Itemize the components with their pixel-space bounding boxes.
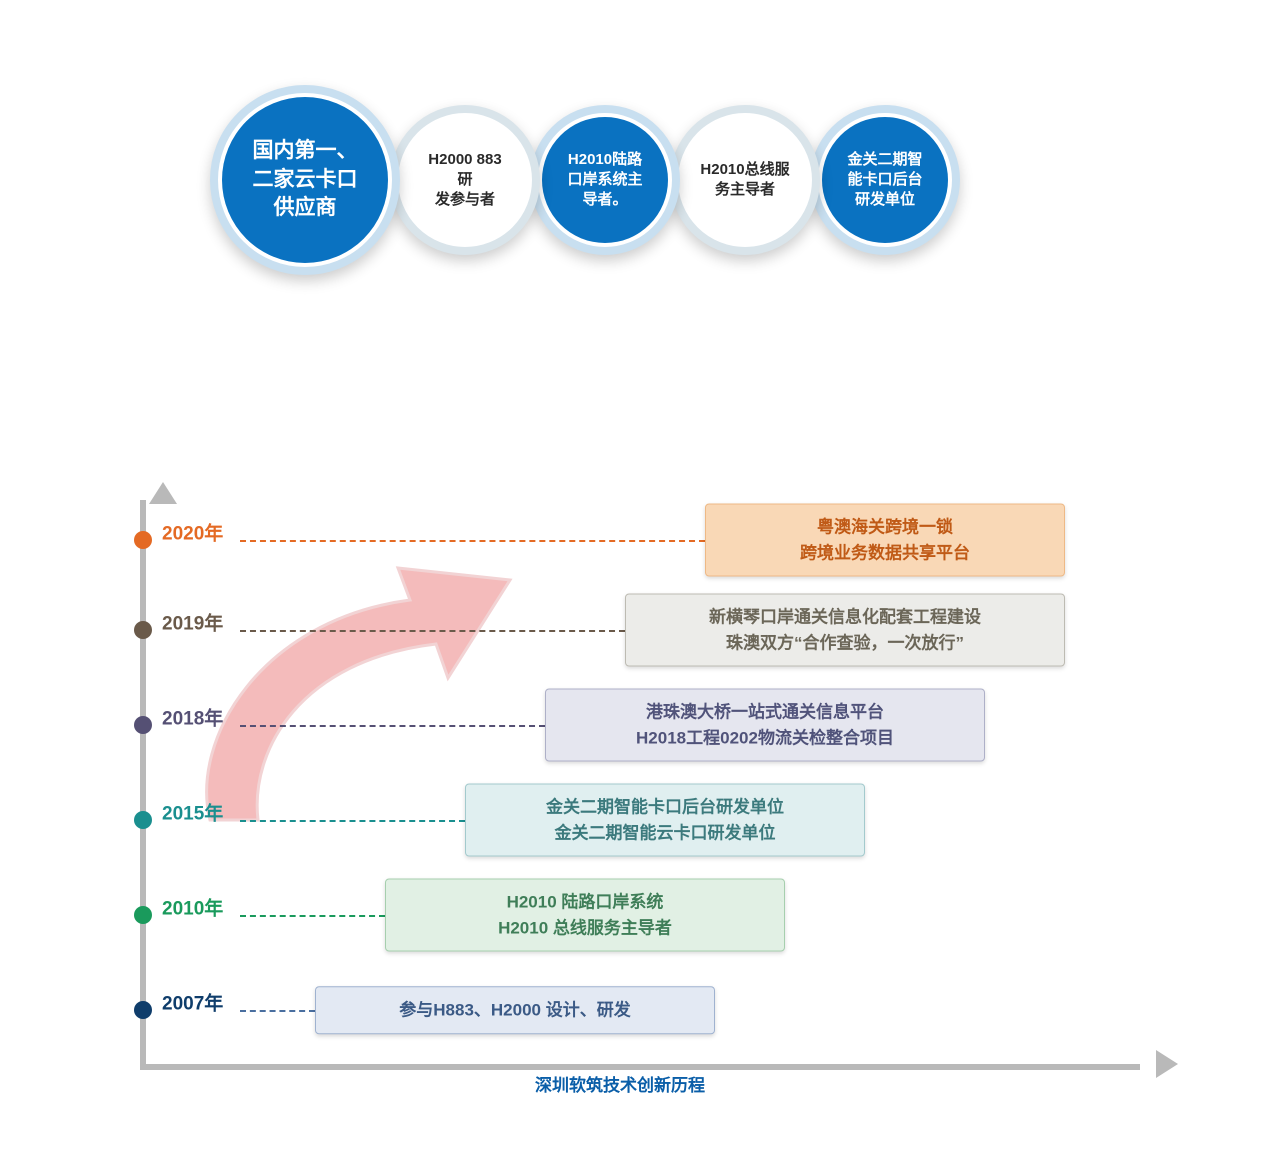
badge-0: 国内第一、 二家云卡口 供应商 — [210, 85, 400, 275]
badge-row: 国内第一、 二家云卡口 供应商 H2000 883 研 发参与者 H2010陆路… — [210, 85, 950, 275]
timeline-row-2015: 2015年 金关二期智能卡口后台研发单位 金关二期智能云卡口研发单位 — [120, 785, 1160, 855]
x-axis-arrow-icon — [1156, 1050, 1178, 1078]
y-axis-arrow-icon — [149, 482, 177, 504]
dot-2007 — [134, 1001, 152, 1019]
x-axis — [140, 1064, 1140, 1070]
card-2010: H2010 陆路口岸系统 H2010 总线服务主导者 — [385, 879, 785, 952]
card-2019: 新横琴口岸通关信息化配套工程建设 珠澳双方“合作查验，一次放行” — [625, 594, 1065, 667]
card-2007: 参与H883、H2000 设计、研发 — [315, 986, 715, 1034]
badge-2: H2010陆路 口岸系统主 导者。 — [530, 105, 680, 255]
badge-1-inner: H2000 883 研 发参与者 — [402, 117, 528, 243]
dot-2015 — [134, 811, 152, 829]
badge-2-text: H2010陆路 口岸系统主 导者。 — [567, 150, 642, 211]
timeline-row-2010: 2010年 H2010 陆路口岸系统 H2010 总线服务主导者 — [120, 880, 1160, 950]
timeline-row-2007: 2007年 参与H883、H2000 设计、研发 — [120, 975, 1160, 1045]
timeline: 深圳软筑技术创新历程 2007年 参与H883、H2000 设计、研发 2010… — [120, 480, 1160, 1100]
card-2015: 金关二期智能卡口后台研发单位 金关二期智能云卡口研发单位 — [465, 784, 865, 857]
year-2020: 2020年 — [162, 518, 223, 545]
x-axis-label: 深圳软筑技术创新历程 — [120, 1071, 1120, 1096]
badge-2-inner: H2010陆路 口岸系统主 导者。 — [542, 117, 668, 243]
timeline-row-2020: 2020年 粤澳海关跨境一锁 跨境业务数据共享平台 — [120, 505, 1160, 575]
dot-2020 — [134, 531, 152, 549]
badge-3: H2010总线服 务主导者 — [670, 105, 820, 255]
badge-4-text: 金关二期智 能卡口后台 研发单位 — [847, 150, 922, 211]
dot-2018 — [134, 716, 152, 734]
dash-2015 — [240, 820, 465, 822]
year-2015: 2015年 — [162, 798, 223, 825]
dash-2007 — [240, 1010, 315, 1012]
badge-1: H2000 883 研 发参与者 — [390, 105, 540, 255]
year-2010: 2010年 — [162, 893, 223, 920]
dash-2010 — [240, 915, 385, 917]
timeline-row-2019: 2019年 新横琴口岸通关信息化配套工程建设 珠澳双方“合作查验，一次放行” — [120, 595, 1160, 665]
year-2018: 2018年 — [162, 703, 223, 730]
card-2018: 港珠澳大桥一站式通关信息平台 H2018工程0202物流关检整合项目 — [545, 689, 985, 762]
dash-2019 — [240, 630, 625, 632]
badge-4: 金关二期智 能卡口后台 研发单位 — [810, 105, 960, 255]
year-2019: 2019年 — [162, 608, 223, 635]
dash-2020 — [240, 540, 705, 542]
timeline-row-2018: 2018年 港珠澳大桥一站式通关信息平台 H2018工程0202物流关检整合项目 — [120, 690, 1160, 760]
dot-2019 — [134, 621, 152, 639]
badge-4-inner: 金关二期智 能卡口后台 研发单位 — [822, 117, 948, 243]
badge-3-text: H2010总线服 务主导者 — [700, 160, 789, 201]
dash-2018 — [240, 725, 545, 727]
badge-0-inner: 国内第一、 二家云卡口 供应商 — [222, 97, 388, 263]
card-2020: 粤澳海关跨境一锁 跨境业务数据共享平台 — [705, 504, 1065, 577]
badge-1-text: H2000 883 研 发参与者 — [420, 150, 510, 211]
badge-3-inner: H2010总线服 务主导者 — [682, 117, 808, 243]
dot-2010 — [134, 906, 152, 924]
year-2007: 2007年 — [162, 988, 223, 1015]
badge-0-text: 国内第一、 二家云卡口 供应商 — [253, 137, 358, 222]
